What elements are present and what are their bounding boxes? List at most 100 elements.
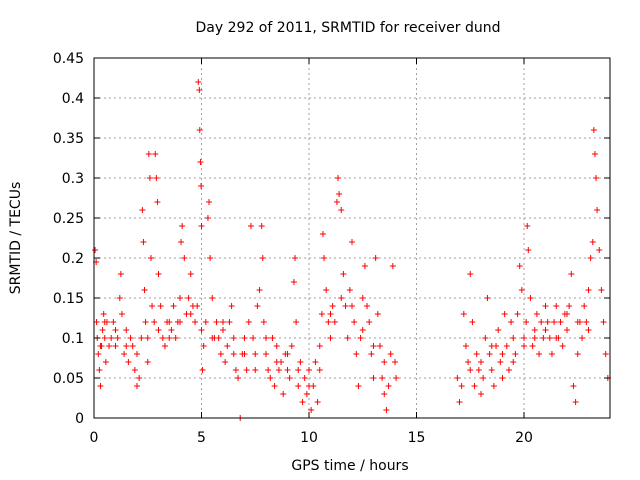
data-point: [118, 311, 125, 317]
data-point: [177, 319, 183, 325]
data-point: [226, 319, 233, 325]
data-point: [142, 319, 149, 325]
grid-lines: [94, 58, 610, 418]
data-point: [181, 255, 188, 261]
data-point: [527, 295, 534, 301]
data-point: [393, 375, 400, 381]
data-point: [475, 367, 482, 373]
data-point: [250, 335, 257, 341]
data-point: [523, 319, 530, 325]
data-point: [572, 399, 579, 405]
x-tick-label: 20: [515, 430, 533, 446]
data-point: [235, 375, 242, 381]
data-point: [295, 367, 302, 373]
chart-title: Day 292 of 2011, SRMTID for receiver dun…: [196, 20, 501, 36]
data-point: [136, 375, 143, 381]
x-tick-label: 15: [408, 430, 426, 446]
data-point: [355, 383, 362, 389]
data-point: [488, 367, 495, 373]
data-point: [153, 175, 160, 181]
data-point: [524, 223, 531, 229]
data-point: [574, 351, 581, 357]
data-point: [263, 335, 269, 341]
data-point: [151, 319, 158, 325]
data-point: [141, 287, 148, 293]
data-point: [525, 247, 532, 253]
data-point: [600, 319, 607, 325]
data-point: [243, 367, 250, 373]
data-point: [286, 375, 293, 381]
y-tick-label: 0.15: [53, 291, 84, 307]
data-point: [596, 247, 603, 253]
data-point: [290, 279, 297, 285]
data-point: [110, 319, 117, 325]
data-point: [129, 343, 136, 349]
y-tick-label: 0.4: [62, 91, 84, 107]
data-point: [454, 375, 461, 381]
data-point: [357, 335, 364, 341]
data-point: [594, 207, 601, 213]
data-point: [518, 287, 525, 293]
data-point: [301, 375, 308, 381]
data-point: [206, 199, 213, 205]
y-tick-label: 0.2: [62, 251, 84, 267]
data-point: [510, 359, 517, 365]
data-point: [232, 367, 239, 373]
data-point: [106, 343, 113, 349]
data-point: [548, 351, 555, 357]
data-point: [542, 327, 549, 333]
data-point: [319, 231, 326, 237]
y-tick-label: 0.45: [53, 51, 84, 67]
data-point: [207, 255, 214, 261]
data-point: [185, 295, 192, 301]
data-point: [349, 239, 355, 245]
data-point: [381, 391, 388, 397]
data-point: [161, 343, 168, 349]
data-point: [95, 351, 102, 357]
data-point: [512, 351, 519, 357]
data-point: [299, 399, 306, 405]
data-point: [192, 319, 199, 325]
data-point: [100, 311, 107, 317]
data-point: [521, 335, 527, 341]
data-point: [361, 263, 368, 269]
data-point: [327, 311, 334, 317]
data-point: [536, 351, 543, 357]
data-point: [92, 247, 99, 253]
data-point: [551, 319, 558, 325]
data-point: [157, 303, 164, 309]
y-tick-label: 0.35: [53, 131, 84, 147]
data-point: [147, 255, 154, 261]
data-point: [325, 319, 332, 325]
data-point: [172, 335, 179, 341]
data-point: [117, 271, 124, 277]
data-point: [490, 383, 497, 389]
data-point: [241, 335, 248, 341]
data-point: [187, 271, 194, 277]
data-point: [267, 375, 274, 381]
data-point: [155, 327, 162, 333]
data-point: [209, 335, 216, 341]
data-point: [112, 327, 119, 333]
data-point: [209, 295, 216, 301]
data-point: [265, 367, 272, 373]
data-point: [564, 311, 570, 317]
data-point: [501, 311, 508, 317]
data-point: [544, 319, 551, 325]
data-point: [540, 335, 547, 341]
data-point: [168, 327, 175, 333]
data-point: [364, 303, 371, 309]
data-point: [101, 335, 108, 341]
data-point: [531, 335, 538, 341]
data-point: [131, 367, 138, 373]
data-points: [92, 79, 611, 421]
data-point: [590, 127, 597, 133]
data-point: [200, 343, 207, 349]
data-point: [521, 343, 527, 349]
data-point: [123, 343, 130, 349]
data-point: [284, 367, 291, 373]
data-point: [482, 335, 489, 341]
data-point: [581, 303, 588, 309]
data-point: [154, 199, 161, 205]
